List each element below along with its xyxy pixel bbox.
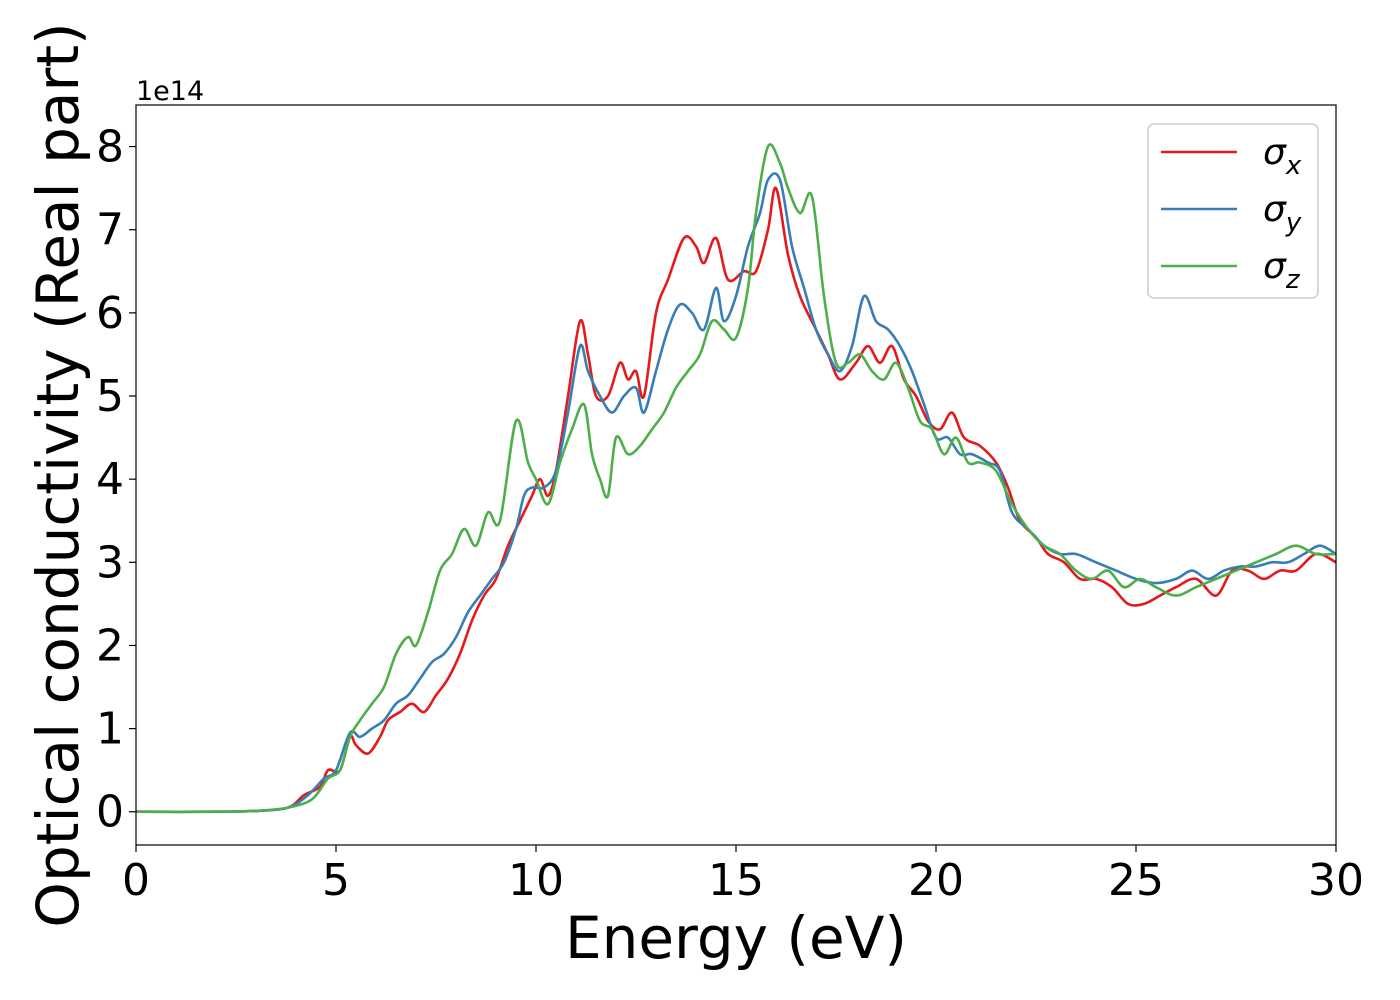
- y-tick-label: 1: [96, 704, 124, 755]
- series-layer: [135, 143, 1337, 814]
- y-tick-label: 4: [96, 454, 124, 505]
- y-tick-label: 2: [96, 620, 124, 671]
- x-axis-title: Energy (eV): [565, 904, 907, 972]
- y-offset-label: 1e14: [136, 76, 204, 107]
- x-axis: 0 5 10 15 20 25 30: [122, 845, 1364, 906]
- legend-label-x: σx: [1263, 132, 1302, 181]
- x-tick-label: 30: [1308, 855, 1364, 906]
- series-line-σz: [135, 143, 1337, 814]
- x-tick-label: 20: [908, 855, 964, 906]
- y-tick-label: 0: [96, 787, 124, 838]
- y-tick-label: 7: [96, 205, 124, 256]
- y-tick-label: 3: [96, 537, 124, 588]
- legend: σx σy σz: [1147, 123, 1319, 299]
- x-tick-label: 10: [508, 855, 564, 906]
- x-tick-label: 25: [1108, 855, 1164, 906]
- y-tick-label: 8: [96, 122, 124, 173]
- legend-box: [1147, 123, 1319, 299]
- series-line-σy: [135, 172, 1337, 814]
- x-tick-label: 5: [322, 855, 350, 906]
- y-axis: 0 1 2 3 4 5 6 7 8: [96, 122, 136, 838]
- y-tick-label: 5: [96, 371, 124, 422]
- y-axis-title: Optical conductivity (Real part): [24, 22, 92, 927]
- x-tick-label: 0: [122, 855, 150, 906]
- legend-label-y: σy: [1263, 189, 1302, 238]
- legend-label-z: σz: [1263, 246, 1301, 295]
- x-tick-label: 15: [708, 855, 764, 906]
- y-tick-label: 6: [96, 288, 124, 339]
